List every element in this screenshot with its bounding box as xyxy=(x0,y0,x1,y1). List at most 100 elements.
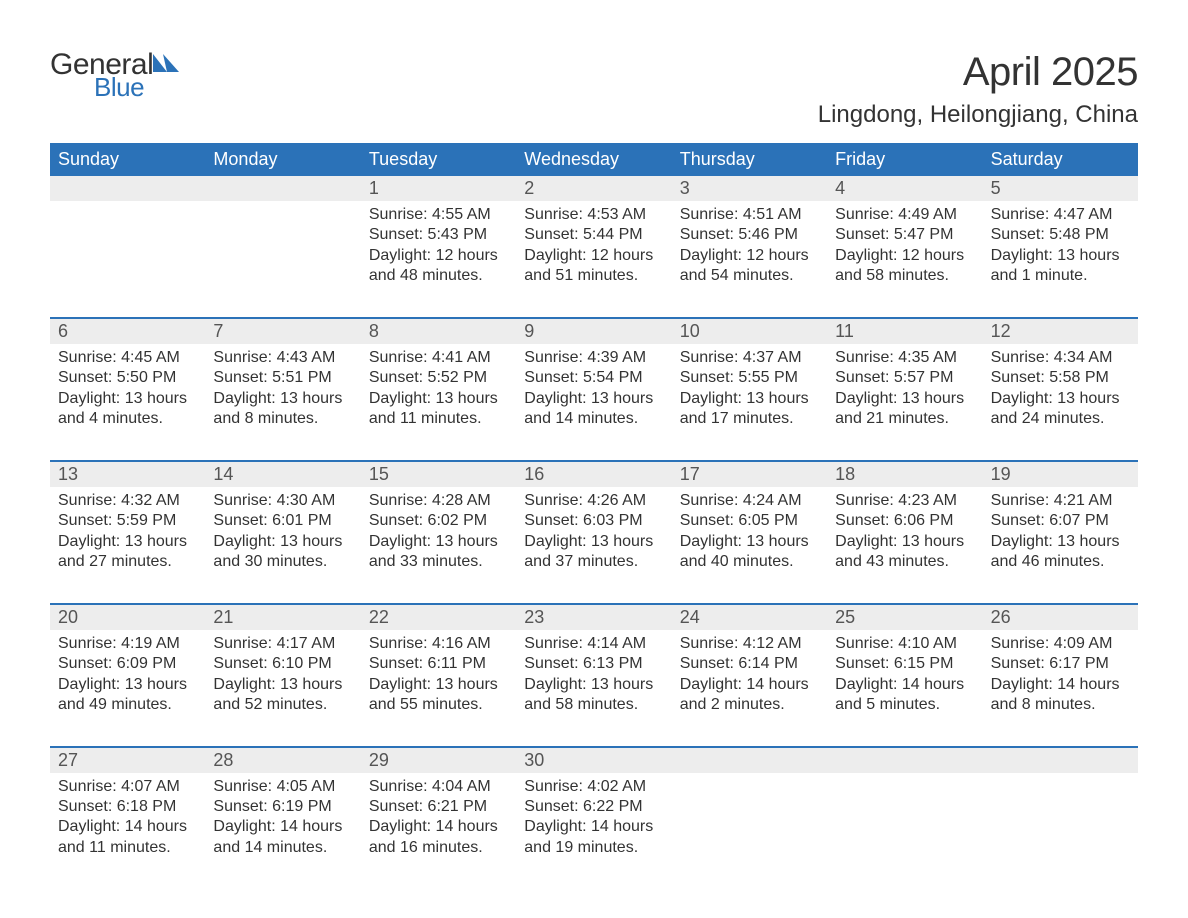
daylight-text: and 40 minutes. xyxy=(680,552,819,572)
page-header: General Blue April 2025 Lingdong, Heilon… xyxy=(50,50,1138,129)
daylight-text: and 16 minutes. xyxy=(369,838,508,858)
sunset-text: Sunset: 6:10 PM xyxy=(213,654,352,674)
date-strip: 6789101112 xyxy=(50,319,1138,344)
calendar-cell: Sunrise: 4:09 AMSunset: 6:17 PMDaylight:… xyxy=(983,630,1138,722)
location-subtitle: Lingdong, Heilongjiang, China xyxy=(818,101,1138,129)
daylight-text: Daylight: 13 hours xyxy=(58,532,197,552)
date-number: 19 xyxy=(983,462,1138,487)
date-number: 11 xyxy=(827,319,982,344)
sunrise-text: Sunrise: 4:47 AM xyxy=(991,205,1130,225)
daylight-text: and 8 minutes. xyxy=(213,409,352,429)
daylight-text: Daylight: 13 hours xyxy=(680,389,819,409)
date-number xyxy=(205,176,360,201)
date-number: 16 xyxy=(516,462,671,487)
sunrise-text: Sunrise: 4:17 AM xyxy=(213,634,352,654)
date-number: 14 xyxy=(205,462,360,487)
calendar-cell: Sunrise: 4:39 AMSunset: 5:54 PMDaylight:… xyxy=(516,344,671,436)
date-strip: 13141516171819 xyxy=(50,462,1138,487)
daylight-text: and 33 minutes. xyxy=(369,552,508,572)
day-header: Saturday xyxy=(983,143,1138,176)
sunrise-text: Sunrise: 4:07 AM xyxy=(58,777,197,797)
date-number: 9 xyxy=(516,319,671,344)
sunrise-text: Sunrise: 4:24 AM xyxy=(680,491,819,511)
daylight-text: and 37 minutes. xyxy=(524,552,663,572)
daylight-text: and 19 minutes. xyxy=(524,838,663,858)
day-header: Thursday xyxy=(672,143,827,176)
sunset-text: Sunset: 6:07 PM xyxy=(991,511,1130,531)
date-strip: 12345 xyxy=(50,176,1138,201)
date-number: 24 xyxy=(672,605,827,630)
daylight-text: Daylight: 13 hours xyxy=(524,389,663,409)
sunset-text: Sunset: 6:02 PM xyxy=(369,511,508,531)
sunset-text: Sunset: 6:06 PM xyxy=(835,511,974,531)
sunset-text: Sunset: 5:43 PM xyxy=(369,225,508,245)
calendar-cell: Sunrise: 4:32 AMSunset: 5:59 PMDaylight:… xyxy=(50,487,205,579)
calendar-week: 6789101112Sunrise: 4:45 AMSunset: 5:50 P… xyxy=(50,317,1138,436)
sunrise-text: Sunrise: 4:51 AM xyxy=(680,205,819,225)
sunset-text: Sunset: 5:55 PM xyxy=(680,368,819,388)
daylight-text: Daylight: 13 hours xyxy=(991,246,1130,266)
calendar-cell: Sunrise: 4:10 AMSunset: 6:15 PMDaylight:… xyxy=(827,630,982,722)
daylight-text: and 30 minutes. xyxy=(213,552,352,572)
calendar-cell xyxy=(205,201,360,293)
daylight-text: Daylight: 12 hours xyxy=(835,246,974,266)
calendar-cell: Sunrise: 4:51 AMSunset: 5:46 PMDaylight:… xyxy=(672,201,827,293)
sunrise-text: Sunrise: 4:37 AM xyxy=(680,348,819,368)
date-number: 8 xyxy=(361,319,516,344)
daylight-text: and 24 minutes. xyxy=(991,409,1130,429)
sunrise-text: Sunrise: 4:23 AM xyxy=(835,491,974,511)
daylight-text: Daylight: 13 hours xyxy=(680,532,819,552)
daylight-text: Daylight: 13 hours xyxy=(369,532,508,552)
date-number: 10 xyxy=(672,319,827,344)
sunset-text: Sunset: 6:01 PM xyxy=(213,511,352,531)
daylight-text: and 4 minutes. xyxy=(58,409,197,429)
calendar-cell: Sunrise: 4:21 AMSunset: 6:07 PMDaylight:… xyxy=(983,487,1138,579)
date-number: 21 xyxy=(205,605,360,630)
calendar-cell: Sunrise: 4:16 AMSunset: 6:11 PMDaylight:… xyxy=(361,630,516,722)
daylight-text: Daylight: 13 hours xyxy=(369,675,508,695)
sunrise-text: Sunrise: 4:26 AM xyxy=(524,491,663,511)
sunrise-text: Sunrise: 4:19 AM xyxy=(58,634,197,654)
calendar-cell: Sunrise: 4:41 AMSunset: 5:52 PMDaylight:… xyxy=(361,344,516,436)
daylight-text: Daylight: 13 hours xyxy=(835,532,974,552)
calendar-cell: Sunrise: 4:30 AMSunset: 6:01 PMDaylight:… xyxy=(205,487,360,579)
sunset-text: Sunset: 6:11 PM xyxy=(369,654,508,674)
calendar-week: 13141516171819Sunrise: 4:32 AMSunset: 5:… xyxy=(50,460,1138,579)
calendar-cell xyxy=(983,773,1138,865)
sunrise-text: Sunrise: 4:39 AM xyxy=(524,348,663,368)
daylight-text: Daylight: 14 hours xyxy=(213,817,352,837)
calendar-cell: Sunrise: 4:14 AMSunset: 6:13 PMDaylight:… xyxy=(516,630,671,722)
daylight-text: Daylight: 14 hours xyxy=(680,675,819,695)
calendar-cell: Sunrise: 4:04 AMSunset: 6:21 PMDaylight:… xyxy=(361,773,516,865)
sunrise-text: Sunrise: 4:35 AM xyxy=(835,348,974,368)
date-number: 17 xyxy=(672,462,827,487)
date-number: 5 xyxy=(983,176,1138,201)
daylight-text: Daylight: 13 hours xyxy=(524,532,663,552)
daylight-text: Daylight: 13 hours xyxy=(369,389,508,409)
daylight-text: and 58 minutes. xyxy=(835,266,974,286)
sunrise-text: Sunrise: 4:12 AM xyxy=(680,634,819,654)
logo-text: General Blue xyxy=(50,50,153,100)
sunset-text: Sunset: 5:50 PM xyxy=(58,368,197,388)
date-number: 26 xyxy=(983,605,1138,630)
sunrise-text: Sunrise: 4:04 AM xyxy=(369,777,508,797)
calendar-cell: Sunrise: 4:53 AMSunset: 5:44 PMDaylight:… xyxy=(516,201,671,293)
daylight-text: and 55 minutes. xyxy=(369,695,508,715)
date-number: 20 xyxy=(50,605,205,630)
sunset-text: Sunset: 6:09 PM xyxy=(58,654,197,674)
daylight-text: and 17 minutes. xyxy=(680,409,819,429)
daylight-text: and 11 minutes. xyxy=(58,838,197,858)
calendar-cell: Sunrise: 4:28 AMSunset: 6:02 PMDaylight:… xyxy=(361,487,516,579)
daylight-text: Daylight: 13 hours xyxy=(213,389,352,409)
sunrise-text: Sunrise: 4:14 AM xyxy=(524,634,663,654)
sunset-text: Sunset: 6:13 PM xyxy=(524,654,663,674)
daylight-text: Daylight: 12 hours xyxy=(369,246,508,266)
sunset-text: Sunset: 6:05 PM xyxy=(680,511,819,531)
daylight-text: Daylight: 14 hours xyxy=(58,817,197,837)
sunset-text: Sunset: 5:52 PM xyxy=(369,368,508,388)
date-number xyxy=(672,748,827,773)
date-number: 18 xyxy=(827,462,982,487)
date-number xyxy=(983,748,1138,773)
sunrise-text: Sunrise: 4:30 AM xyxy=(213,491,352,511)
daylight-text: and 51 minutes. xyxy=(524,266,663,286)
